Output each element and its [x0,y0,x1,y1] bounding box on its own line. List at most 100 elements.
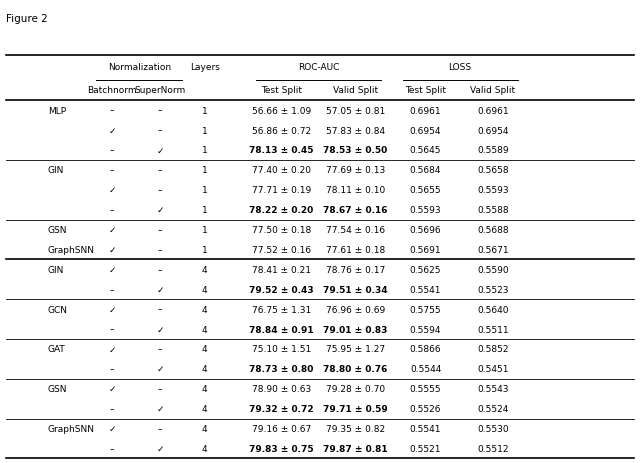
Text: 1: 1 [202,146,207,155]
Text: 76.96 ± 0.69: 76.96 ± 0.69 [326,305,385,314]
Text: ✓: ✓ [156,146,164,155]
Text: 0.6961: 0.6961 [477,106,509,115]
Text: 4: 4 [202,325,207,334]
Text: Valid Split: Valid Split [470,86,515,95]
Text: Figure 2: Figure 2 [6,14,48,24]
Text: ✓: ✓ [108,186,116,195]
Text: GraphSNN: GraphSNN [48,245,95,254]
Text: 79.51 ± 0.34: 79.51 ± 0.34 [323,285,387,294]
Text: LOSS: LOSS [447,63,471,72]
Text: 0.5852: 0.5852 [477,344,509,354]
Text: 4: 4 [202,344,207,354]
Text: 0.6954: 0.6954 [477,126,509,135]
Text: 79.32 ± 0.72: 79.32 ± 0.72 [250,404,314,413]
Text: 0.5590: 0.5590 [477,265,509,274]
Text: –: – [109,206,115,215]
Text: –: – [157,225,163,234]
Text: –: – [109,285,115,294]
Text: 0.5543: 0.5543 [477,384,509,394]
Text: 79.16 ± 0.67: 79.16 ± 0.67 [252,424,311,433]
Text: ✓: ✓ [156,404,164,413]
Text: ✓: ✓ [108,344,116,354]
Text: 0.5691: 0.5691 [410,245,442,254]
Text: 78.80 ± 0.76: 78.80 ± 0.76 [323,364,387,374]
Text: ✓: ✓ [156,325,164,334]
Text: 0.5589: 0.5589 [477,146,509,155]
Text: 4: 4 [202,444,207,453]
Text: 0.5593: 0.5593 [410,206,442,215]
Text: 79.87 ± 0.81: 79.87 ± 0.81 [323,444,387,453]
Text: –: – [157,265,163,274]
Text: –: – [157,305,163,314]
Text: 57.05 ± 0.81: 57.05 ± 0.81 [326,106,385,115]
Text: 4: 4 [202,305,207,314]
Text: 79.83 ± 0.75: 79.83 ± 0.75 [250,444,314,453]
Text: 0.5526: 0.5526 [410,404,442,413]
Text: SuperNorm: SuperNorm [134,86,186,95]
Text: –: – [157,186,163,195]
Text: 77.52 ± 0.16: 77.52 ± 0.16 [252,245,311,254]
Text: 0.5866: 0.5866 [410,344,442,354]
Text: ✓: ✓ [108,245,116,254]
Text: 0.5524: 0.5524 [477,404,509,413]
Text: –: – [109,166,115,175]
Text: 79.01 ± 0.83: 79.01 ± 0.83 [323,325,387,334]
Text: –: – [109,146,115,155]
Text: 0.5530: 0.5530 [477,424,509,433]
Text: –: – [157,245,163,254]
Text: 75.95 ± 1.27: 75.95 ± 1.27 [326,344,385,354]
Text: 1: 1 [202,166,207,175]
Text: Normalization: Normalization [108,63,171,72]
Text: 78.13 ± 0.45: 78.13 ± 0.45 [250,146,314,155]
Text: 0.6961: 0.6961 [410,106,442,115]
Text: Layers: Layers [190,63,220,72]
Text: 0.5555: 0.5555 [410,384,442,394]
Text: 4: 4 [202,404,207,413]
Text: Test Split: Test Split [261,86,302,95]
Text: ✓: ✓ [108,424,116,433]
Text: ✓: ✓ [156,285,164,294]
Text: 0.5594: 0.5594 [410,325,442,334]
Text: 0.5523: 0.5523 [477,285,509,294]
Text: 1: 1 [202,245,207,254]
Text: ✓: ✓ [156,206,164,215]
Text: –: – [157,424,163,433]
Text: 0.6954: 0.6954 [410,126,442,135]
Text: 1: 1 [202,225,207,234]
Text: 0.5696: 0.5696 [410,225,442,234]
Text: –: – [157,344,163,354]
Text: 57.83 ± 0.84: 57.83 ± 0.84 [326,126,385,135]
Text: 56.66 ± 1.09: 56.66 ± 1.09 [252,106,311,115]
Text: –: – [109,325,115,334]
Text: 77.69 ± 0.13: 77.69 ± 0.13 [326,166,385,175]
Text: 79.35 ± 0.82: 79.35 ± 0.82 [326,424,385,433]
Text: 0.5541: 0.5541 [410,424,442,433]
Text: 1: 1 [202,126,207,135]
Text: 0.5640: 0.5640 [477,305,509,314]
Text: –: – [157,166,163,175]
Text: 77.50 ± 0.18: 77.50 ± 0.18 [252,225,311,234]
Text: 0.5511: 0.5511 [477,325,509,334]
Text: 77.61 ± 0.18: 77.61 ± 0.18 [326,245,385,254]
Text: 0.5671: 0.5671 [477,245,509,254]
Text: 0.5544: 0.5544 [410,364,442,374]
Text: 78.76 ± 0.17: 78.76 ± 0.17 [326,265,385,274]
Text: GIN: GIN [48,265,65,274]
Text: 1: 1 [202,206,207,215]
Text: 4: 4 [202,364,207,374]
Text: ✓: ✓ [108,305,116,314]
Text: GAT: GAT [48,344,66,354]
Text: –: – [157,384,163,394]
Text: ✓: ✓ [156,444,164,453]
Text: 77.40 ± 0.20: 77.40 ± 0.20 [252,166,311,175]
Text: 4: 4 [202,424,207,433]
Text: 78.53 ± 0.50: 78.53 ± 0.50 [323,146,387,155]
Text: 0.5755: 0.5755 [410,305,442,314]
Text: –: – [109,106,115,115]
Text: 78.41 ± 0.21: 78.41 ± 0.21 [252,265,311,274]
Text: 0.5684: 0.5684 [410,166,442,175]
Text: 0.5655: 0.5655 [410,186,442,195]
Text: 0.5593: 0.5593 [477,186,509,195]
Text: GSN: GSN [48,225,67,234]
Text: ✓: ✓ [108,265,116,274]
